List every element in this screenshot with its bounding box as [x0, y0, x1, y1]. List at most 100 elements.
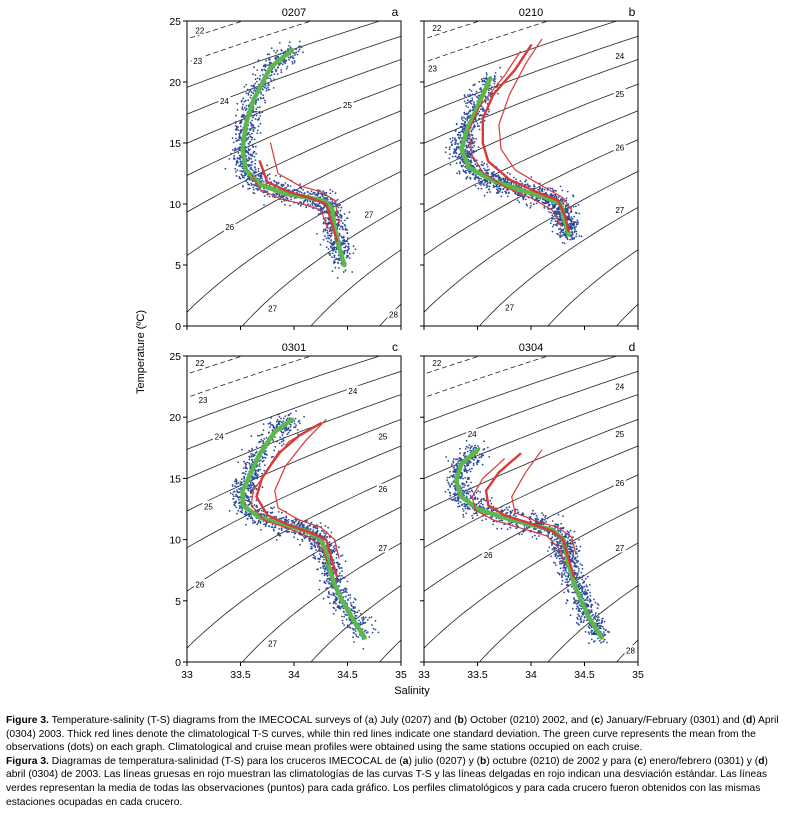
observation-dot — [336, 219, 338, 221]
observation-dot — [274, 68, 277, 71]
observation-dot — [529, 202, 532, 205]
observation-dot — [245, 151, 247, 154]
observation-dot — [466, 116, 469, 118]
observation-dot — [319, 556, 322, 559]
observation-dot — [235, 114, 237, 117]
observation-dot — [343, 591, 345, 593]
observation-dot — [284, 182, 287, 184]
observation-dot — [228, 510, 231, 512]
observation-dot — [253, 166, 256, 169]
observation-dot — [251, 144, 254, 146]
observation-dot — [276, 193, 278, 196]
observation-dot — [345, 595, 347, 598]
observation-dot — [280, 69, 282, 71]
observation-dot — [336, 203, 338, 206]
observation-dot — [473, 83, 476, 86]
observation-dot — [276, 67, 279, 69]
observation-dot — [352, 245, 355, 248]
sigma-contour-24.5 — [424, 419, 638, 512]
observation-dot — [346, 591, 348, 593]
observation-dot — [473, 101, 475, 104]
observation-dot — [548, 203, 551, 206]
observation-dot — [340, 589, 343, 591]
observation-dot — [317, 213, 320, 216]
observation-dot — [365, 632, 368, 634]
observation-dot — [236, 148, 238, 151]
observation-dot — [230, 152, 233, 155]
observation-dot — [244, 109, 247, 111]
observation-dot — [453, 458, 455, 460]
observation-dot — [341, 227, 344, 230]
observation-dot — [326, 240, 329, 243]
observation-dot — [285, 518, 288, 521]
contour-label: 22 — [195, 359, 204, 368]
observation-dot — [249, 96, 252, 99]
observation-dot — [282, 61, 285, 64]
observation-dot — [573, 222, 576, 225]
observation-dot — [481, 79, 484, 82]
observation-dot — [343, 615, 345, 618]
observation-dot — [493, 82, 496, 85]
observation-dot — [294, 426, 297, 429]
observation-dot — [293, 522, 296, 525]
observation-dot — [270, 47, 273, 49]
observation-dot — [329, 226, 332, 229]
observation-dot — [236, 512, 239, 515]
observation-dot — [255, 108, 258, 111]
observation-dot — [466, 152, 469, 155]
observation-dot — [236, 485, 239, 488]
observation-dot — [257, 125, 260, 128]
observation-dot — [492, 184, 495, 187]
observation-dot — [307, 527, 310, 529]
observation-dot — [456, 172, 458, 175]
observation-dot — [343, 239, 346, 242]
observation-dot — [253, 150, 256, 153]
contour-label: 27 — [364, 211, 373, 220]
observation-dot — [282, 196, 284, 199]
observation-dot — [451, 143, 453, 146]
observation-dot — [338, 546, 340, 549]
observation-dot — [261, 68, 263, 71]
climatology-sd-line — [498, 38, 573, 211]
observation-dot — [331, 552, 334, 554]
observation-dot — [466, 139, 469, 142]
observation-dot — [283, 518, 286, 521]
sigma-contour-26 — [187, 170, 401, 313]
observation-dot — [333, 246, 336, 249]
observation-dot — [262, 94, 264, 97]
observation-dot — [262, 459, 265, 462]
observation-dot — [456, 156, 459, 159]
sigma-contour-26 — [187, 506, 401, 649]
observation-dot — [533, 184, 535, 186]
observation-dot — [502, 178, 505, 181]
observation-dot — [463, 111, 466, 114]
observation-dot — [267, 82, 270, 85]
observation-dot — [299, 204, 302, 207]
observation-dot — [451, 483, 453, 486]
observation-dot — [276, 49, 279, 52]
observation-dot — [250, 153, 252, 156]
observation-dot — [244, 462, 247, 465]
contour-label-bg — [202, 500, 215, 511]
observation-dot — [250, 161, 253, 164]
observation-dot — [483, 162, 486, 165]
observation-dot — [314, 205, 317, 207]
observation-dot — [597, 637, 599, 640]
observation-dot — [258, 434, 261, 437]
observation-dot — [560, 218, 563, 221]
observation-dot — [241, 448, 243, 451]
observation-dot — [289, 185, 292, 188]
observation-dot — [566, 236, 568, 239]
observation-dot — [249, 89, 252, 92]
observation-dot — [492, 175, 495, 178]
observation-dot — [272, 87, 275, 89]
observation-dot — [233, 154, 236, 157]
observation-dot — [494, 78, 496, 80]
observation-dot — [263, 99, 266, 102]
observation-dot — [276, 73, 279, 75]
observation-dot — [550, 194, 553, 197]
observation-dot — [531, 536, 534, 538]
observation-dot — [322, 567, 325, 569]
observation-dot — [330, 232, 333, 235]
